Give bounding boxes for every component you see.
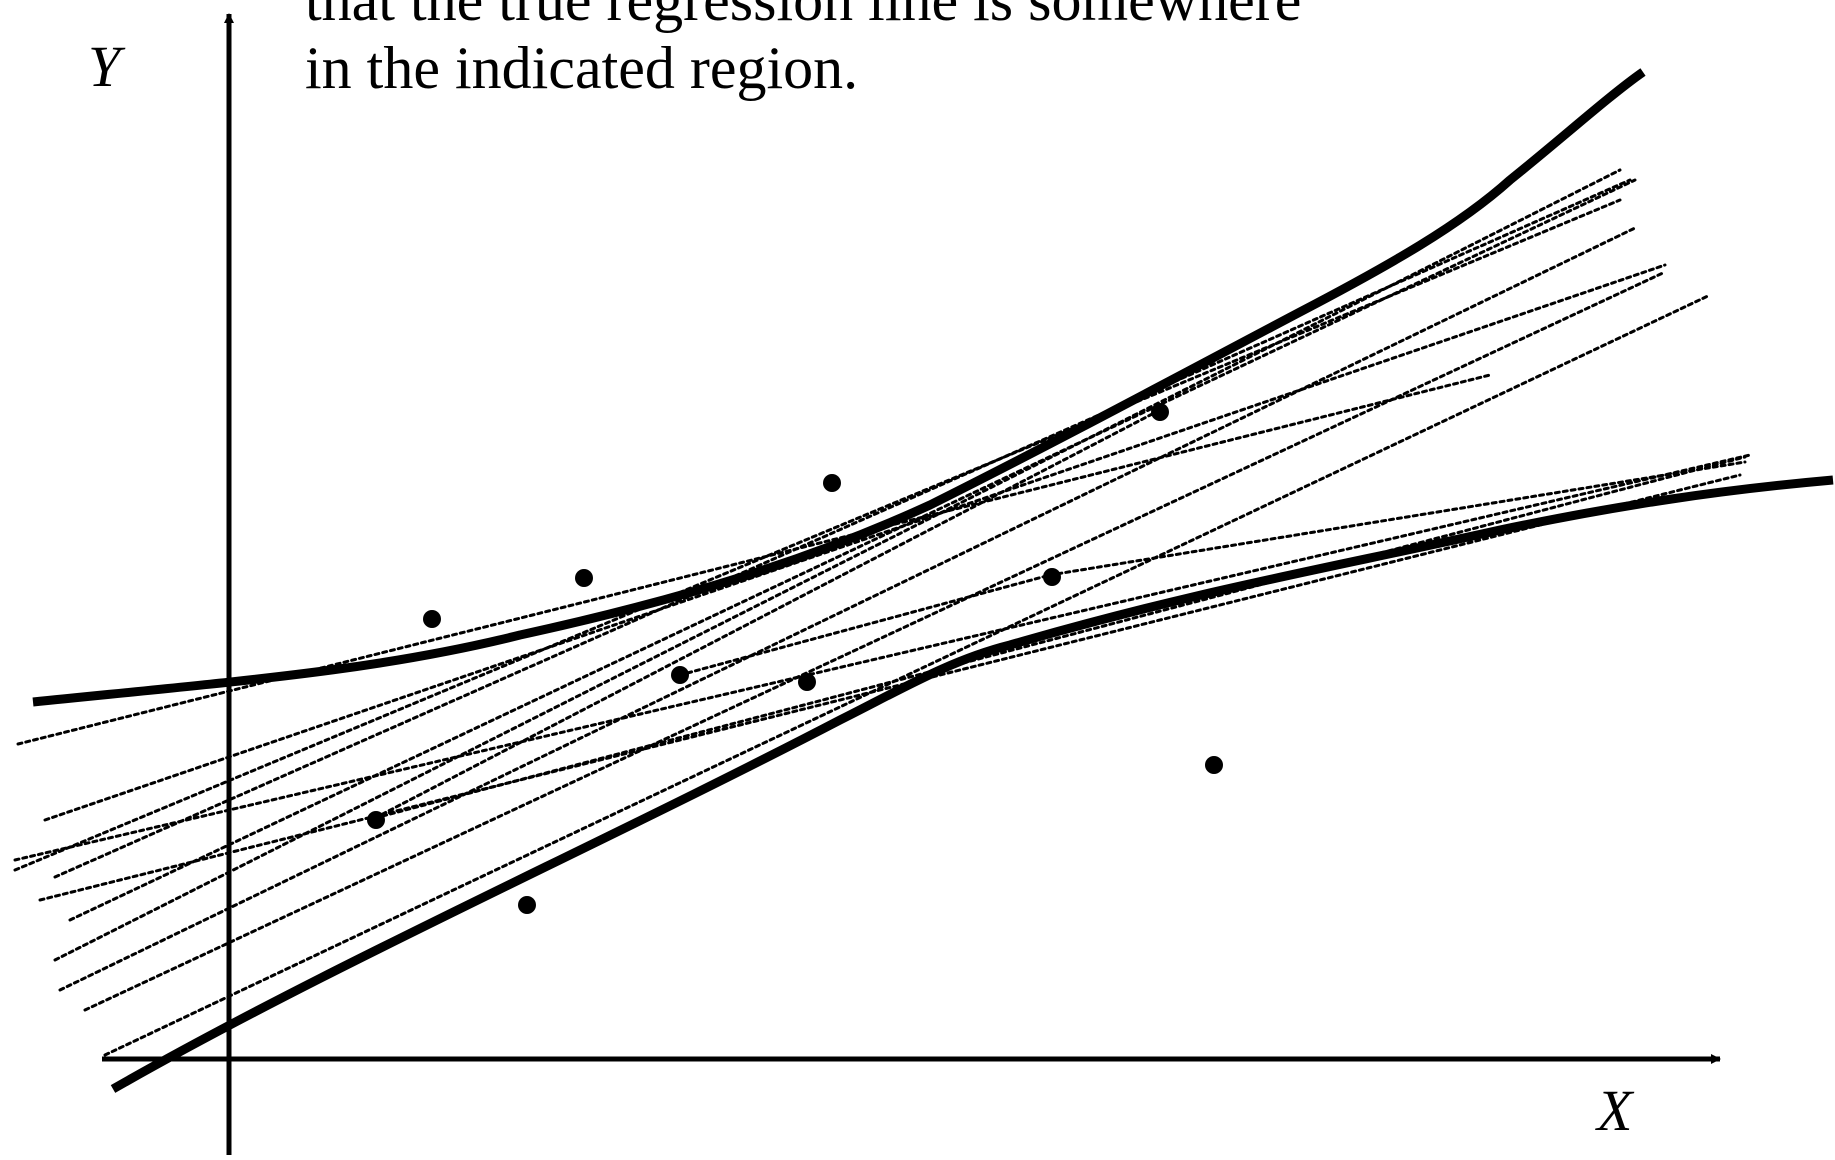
data-point bbox=[1205, 756, 1223, 774]
data-points bbox=[367, 403, 1223, 914]
data-point bbox=[518, 896, 536, 914]
data-point bbox=[1043, 568, 1061, 586]
regression-line-11 bbox=[38, 473, 1742, 902]
regression-line-9 bbox=[103, 293, 1712, 1057]
regression-line-6 bbox=[53, 168, 1622, 962]
regression-line-14 bbox=[1048, 460, 1747, 577]
axes bbox=[102, 13, 1721, 1155]
candidate-regression-lines bbox=[13, 168, 1752, 1057]
data-point bbox=[575, 569, 593, 587]
regression-line-2 bbox=[43, 263, 1667, 822]
lower-bound-curve bbox=[110, 475, 1834, 1093]
regression-line-8 bbox=[83, 270, 1667, 1012]
data-point bbox=[671, 666, 689, 684]
caption-line-2: in the indicated region. bbox=[305, 35, 859, 101]
regression-line-3 bbox=[13, 198, 1622, 872]
regression-line-4 bbox=[53, 178, 1632, 879]
data-point bbox=[367, 811, 385, 829]
confidence-band bbox=[32, 68, 1834, 1093]
data-point bbox=[798, 673, 816, 691]
regression-line-1 bbox=[16, 373, 1492, 746]
y-axis-label: Y bbox=[88, 34, 121, 99]
data-point bbox=[1151, 403, 1169, 421]
upper-bound-curve bbox=[32, 68, 1646, 707]
regression-line-7 bbox=[58, 226, 1637, 992]
regression-line-13 bbox=[373, 408, 1162, 820]
data-point bbox=[423, 610, 441, 628]
caption-line-1: that the true regression line is somewhe… bbox=[305, 0, 1302, 33]
regression-line-15 bbox=[678, 573, 1052, 677]
data-point bbox=[823, 474, 841, 492]
regression-line-5 bbox=[68, 178, 1637, 922]
regression-line-10 bbox=[13, 453, 1752, 862]
regression-line-12 bbox=[373, 455, 1747, 820]
x-axis-label: X bbox=[1597, 1078, 1633, 1143]
